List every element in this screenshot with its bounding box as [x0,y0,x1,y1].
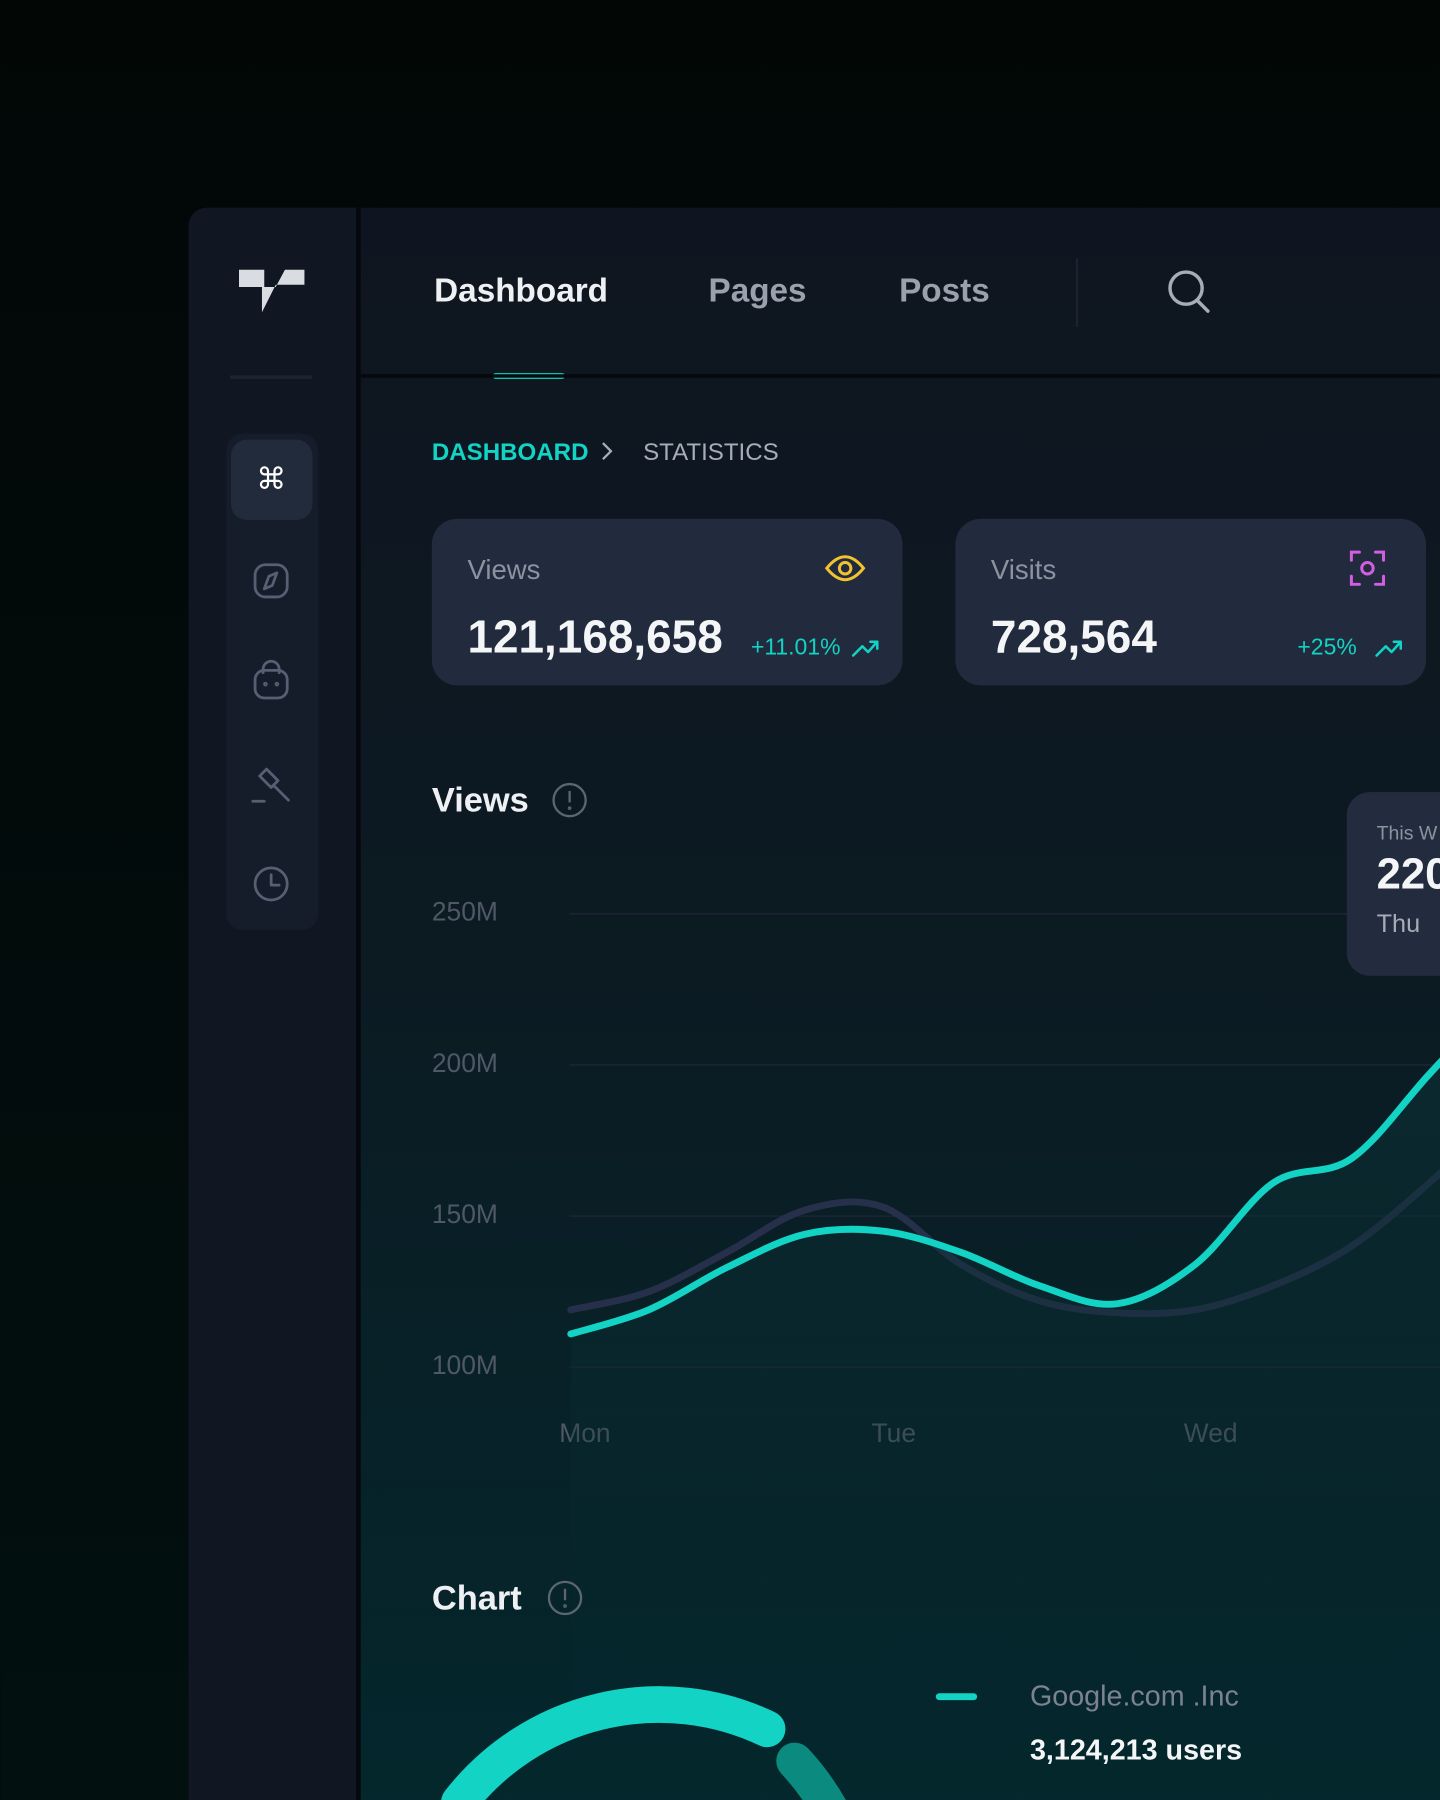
card-value: 121,168,658 [467,611,722,663]
nav-divider [1075,258,1079,328]
sidebar-divider [356,207,361,1800]
menu-active[interactable] [230,439,313,521]
logo[interactable] [239,269,305,313]
donut-segment [441,1686,786,1800]
bag-icon[interactable] [253,659,289,700]
info-icon[interactable] [547,1580,583,1616]
legend-name: Google.com .Inc [1030,1680,1239,1712]
hammer-icon[interactable] [251,767,290,803]
card-label: Visits [991,554,1056,585]
breadcrumb-chevron [602,442,613,460]
card-value: 728,564 [991,611,1157,663]
trend-icon [1375,640,1403,657]
search-icon[interactable] [1168,270,1210,313]
tooltip-day: Thu [1377,910,1421,938]
card-change: +25% [1297,634,1356,660]
legend-value: 3,124,213 users [1030,1734,1242,1766]
focus-icon [1349,550,1386,586]
donut-segment [776,1742,846,1800]
stat-card [955,518,1426,686]
y-tick-label: 150M [432,1199,498,1229]
sidebar-menu [226,433,319,930]
nav-item[interactable]: Dashboard [434,273,608,310]
stat-card [431,518,903,686]
plot: 100M150M200M250MMonTueWed [432,897,1440,1800]
nav-border [360,374,1440,378]
chart-title: Views [432,782,529,820]
y-tick-label: 250M [432,897,498,927]
area-fill [570,1062,1440,1800]
section-title: Chart [432,1579,522,1617]
y-tick-label: 100M [432,1350,498,1380]
breadcrumb[interactable]: DASHBOARD [432,439,589,466]
y-tick-label: 200M [432,1048,498,1078]
eye-icon [824,555,866,582]
breadcrumb: STATISTICS [643,439,779,466]
clock-icon[interactable] [253,866,289,902]
info-icon[interactable] [552,782,587,818]
compass-icon[interactable] [253,563,289,599]
command-icon: ⌘ [256,463,286,496]
trend-icon [851,640,879,657]
line [567,1057,1440,1338]
tooltip [1346,792,1440,976]
legend-swatch [935,1693,978,1701]
tooltip-label: This W [1377,823,1438,845]
tooltip-value: 220 [1377,851,1440,899]
logo-underline [229,375,313,379]
card-change: +11.01% [751,634,841,660]
nav-item[interactable]: Posts [899,273,990,310]
card-label: Views [467,554,540,585]
nav-item[interactable]: Pages [709,273,807,310]
